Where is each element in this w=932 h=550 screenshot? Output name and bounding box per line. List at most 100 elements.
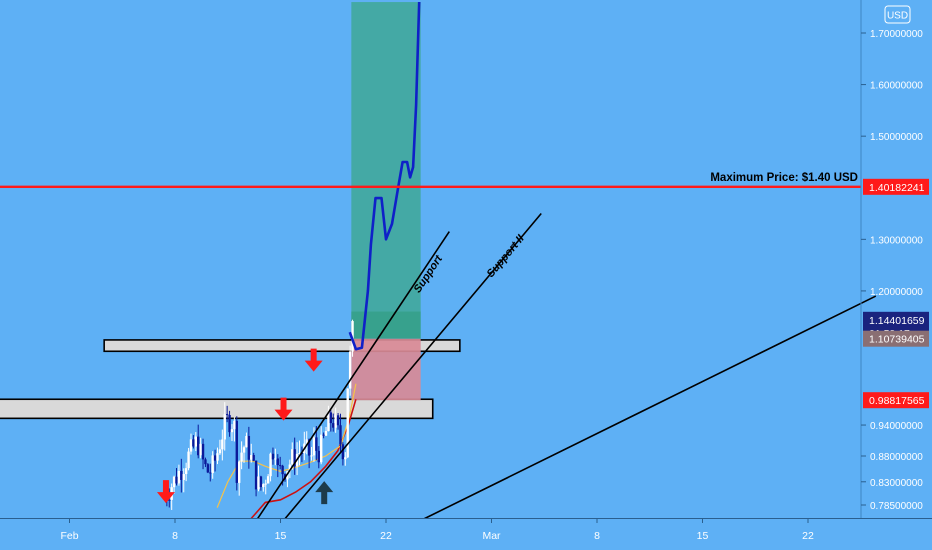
x-tick-label: 22: [802, 530, 814, 542]
long-trendline: [420, 295, 877, 522]
support-ii-line: [282, 213, 542, 521]
current-price-label: 1.14401659: [869, 315, 925, 327]
y-tick-label: 1.70000000: [870, 29, 923, 40]
candle-body: [271, 453, 275, 460]
candle-body: [348, 351, 352, 389]
candle-body: [225, 414, 229, 416]
y-tick-label: 0.94000000: [870, 421, 923, 432]
x-tick-label: 15: [275, 530, 287, 542]
x-tick-label: 22: [380, 530, 392, 542]
candle-body: [264, 483, 267, 485]
candle-body: [213, 455, 217, 461]
candle-body: [187, 451, 190, 469]
candle-body: [334, 415, 337, 428]
candle-body: [184, 468, 188, 475]
candle-body: [327, 412, 330, 431]
candle-body: [233, 420, 236, 430]
candle-body: [312, 437, 316, 456]
candle-body: [274, 458, 277, 460]
candle-body: [339, 425, 342, 445]
candle-body: [329, 412, 333, 424]
x-tick-label: Feb: [60, 530, 78, 542]
candle-body: [209, 472, 212, 474]
candle-body: [293, 449, 296, 467]
candle-body: [305, 439, 308, 444]
candle-body: [341, 444, 345, 460]
candle-body: [259, 476, 263, 488]
candle-body: [319, 434, 323, 463]
down-arrow-1: [156, 480, 175, 504]
trend-layer: [255, 213, 877, 522]
candle-body: [262, 484, 265, 488]
candle-body: [336, 415, 340, 426]
candle-body: [201, 443, 205, 460]
currency-button[interactable]: USD: [884, 5, 911, 24]
price-axis[interactable]: 1.70000000 1.60000000 1.50000000 1.30000000…: [860, 0, 929, 518]
candle-body: [240, 452, 243, 462]
candle-body: [235, 420, 238, 483]
candle-body: [177, 470, 181, 484]
candle-body: [218, 449, 222, 454]
candles-layer: [163, 319, 354, 510]
candle-body: [211, 455, 214, 474]
x-tick-label: 8: [172, 530, 178, 542]
candle-body: [278, 465, 282, 467]
price-axis-ticks: 1.70000000 1.60000000 1.50000000 1.30000000…: [861, 29, 923, 512]
candle-body: [252, 455, 255, 461]
entry-price-box: [863, 330, 929, 347]
y-tick-label: 0.88000000: [870, 452, 923, 463]
y-tick-label: 1.50000000: [870, 132, 923, 143]
projection-layer: [348, 1, 421, 351]
candle-body: [192, 439, 195, 447]
candle-body: [180, 470, 183, 480]
upper-resistance-zone: [103, 339, 461, 353]
candle-body: [317, 450, 320, 463]
candle-body: [281, 465, 284, 475]
candle-body: [332, 423, 335, 428]
y-tick-label: 0.78500000: [870, 501, 923, 512]
candle-body: [288, 464, 292, 472]
candle-body: [228, 415, 231, 433]
candle-body: [322, 434, 325, 436]
arrows-layer: [156, 348, 334, 505]
currency-button-label: USD: [887, 11, 908, 22]
candle-body: [307, 439, 311, 456]
x-tick-label: 15: [697, 530, 709, 542]
candle-body: [199, 443, 202, 456]
candle-body: [194, 436, 197, 447]
candle-body: [344, 457, 347, 460]
maximum-price-label: 1.40182241: [869, 182, 925, 194]
candle-body: [254, 460, 258, 490]
candle-body: [298, 453, 301, 455]
candle-body: [168, 499, 171, 501]
entry-price-label: 1.10739405: [869, 334, 925, 346]
candle-body: [242, 447, 246, 453]
time-axis-ticks: Feb 8 15 22 Mar 8 15 22: [60, 518, 814, 542]
candle-body: [291, 449, 294, 465]
maximum-price-annotation: Maximum Price: $1.40 USD: [710, 172, 858, 184]
down-arrow-2: [274, 397, 293, 421]
lower-resistance-zone: [0, 398, 434, 420]
time-axis-background: [0, 518, 932, 550]
candle-body: [257, 476, 260, 490]
candle-body: [182, 474, 185, 480]
candle-body: [276, 458, 279, 466]
candle-body: [223, 414, 226, 440]
stop-price-label: 0.98817565: [869, 395, 925, 407]
candle-body: [245, 435, 248, 448]
candle-body: [310, 455, 313, 457]
y-tick-label: 1.60000000: [870, 81, 923, 92]
candle-body: [269, 453, 272, 477]
y-tick-label: 1.30000000: [870, 235, 923, 246]
x-tick-label: 8: [594, 530, 600, 542]
support-line: [255, 231, 450, 521]
time-axis[interactable]: Feb 8 15 22 Mar 8 15 22: [0, 518, 932, 550]
target-zone: [351, 2, 421, 339]
y-tick-label: 1.20000000: [870, 287, 923, 298]
price-labels: 1.401822411.1440165901:58:171.107394050.…: [863, 178, 929, 409]
candle-body: [172, 476, 176, 488]
stop-zone: [351, 338, 421, 401]
